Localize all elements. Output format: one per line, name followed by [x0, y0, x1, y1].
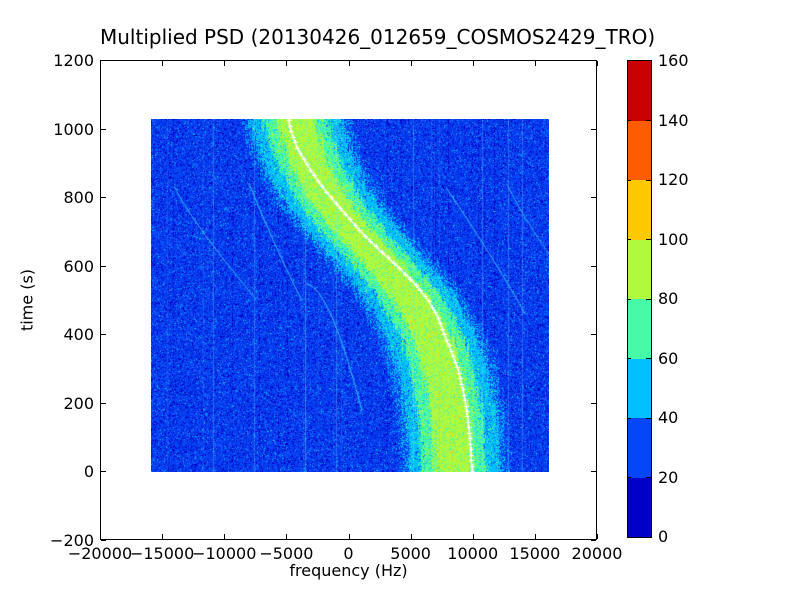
y-tick-right — [591, 266, 596, 267]
colorbar-tick-left — [628, 358, 631, 359]
x-tick — [535, 534, 536, 539]
y-tick-label: 1000 — [34, 120, 94, 139]
x-tick — [224, 534, 225, 539]
heatmap-canvas — [151, 119, 549, 472]
y-tick-right — [591, 471, 596, 472]
colorbar-tick — [646, 180, 651, 181]
plot-area — [100, 60, 597, 540]
y-tick — [101, 129, 106, 130]
y-tick-label: 200 — [34, 394, 94, 413]
y-tick — [101, 266, 106, 267]
colorbar-tick-label: 20 — [658, 468, 678, 487]
x-tick-top — [349, 61, 350, 66]
y-tick — [101, 540, 106, 541]
x-tick-top — [597, 61, 598, 66]
x-tick — [411, 534, 412, 539]
colorbar-tick-label: 100 — [658, 230, 689, 249]
colorbar-segment — [628, 180, 651, 240]
chart-title: Multiplied PSD (20130426_012659_COSMOS24… — [100, 25, 597, 49]
x-tick-top — [535, 61, 536, 66]
colorbar-segment — [628, 359, 651, 419]
y-tick-right — [591, 197, 596, 198]
colorbar-tick — [646, 418, 651, 419]
y-tick-label: 0 — [34, 462, 94, 481]
colorbar-tick-left — [628, 477, 631, 478]
colorbar-tick-label: 0 — [658, 527, 668, 546]
x-tick-top — [100, 61, 101, 66]
x-tick — [162, 534, 163, 539]
y-tick-right — [591, 403, 596, 404]
colorbar-tick — [646, 358, 651, 359]
colorbar-segment — [628, 299, 651, 359]
colorbar-tick — [646, 120, 651, 121]
y-tick-label: −200 — [34, 531, 94, 550]
y-tick-right — [591, 540, 596, 541]
colorbar-tick-label: 120 — [658, 170, 689, 189]
colorbar-tick-label: 80 — [658, 289, 678, 308]
y-axis-label: time (s) — [18, 269, 37, 331]
y-tick-label: 800 — [34, 188, 94, 207]
y-tick — [101, 471, 106, 472]
colorbar-segment — [628, 240, 651, 300]
x-tick — [286, 534, 287, 539]
x-tick-top — [286, 61, 287, 66]
x-tick — [473, 534, 474, 539]
colorbar — [627, 60, 652, 538]
colorbar-segment — [628, 418, 651, 478]
y-tick-right — [591, 129, 596, 130]
colorbar-segment — [628, 61, 651, 121]
y-tick — [101, 197, 106, 198]
x-tick — [100, 534, 101, 539]
colorbar-tick-label: 140 — [658, 111, 689, 130]
figure: Multiplied PSD (20130426_012659_COSMOS24… — [0, 0, 800, 600]
colorbar-tick-left — [628, 239, 631, 240]
y-tick-right — [591, 334, 596, 335]
y-tick-right — [591, 60, 596, 61]
colorbar-segment — [628, 478, 651, 538]
colorbar-tick-label: 60 — [658, 349, 678, 368]
x-tick-top — [411, 61, 412, 66]
y-tick-label: 600 — [34, 257, 94, 276]
x-tick-top — [224, 61, 225, 66]
y-tick-label: 400 — [34, 325, 94, 344]
x-tick — [349, 534, 350, 539]
y-tick — [101, 403, 106, 404]
colorbar-tick — [646, 477, 651, 478]
colorbar-tick — [646, 299, 651, 300]
x-tick — [597, 534, 598, 539]
colorbar-tick-label: 160 — [658, 51, 689, 70]
colorbar-tick — [646, 239, 651, 240]
colorbar-tick-left — [628, 299, 631, 300]
y-tick — [101, 60, 106, 61]
colorbar-tick-left — [628, 418, 631, 419]
colorbar-tick-left — [628, 120, 631, 121]
x-tick-top — [473, 61, 474, 66]
y-tick — [101, 334, 106, 335]
colorbar-segment — [628, 121, 651, 181]
colorbar-tick-label: 40 — [658, 408, 678, 427]
x-axis-label: frequency (Hz) — [100, 561, 597, 580]
y-tick-label: 1200 — [34, 51, 94, 70]
colorbar-tick-left — [628, 180, 631, 181]
x-tick-label: 20000 — [552, 544, 642, 563]
x-tick-top — [162, 61, 163, 66]
